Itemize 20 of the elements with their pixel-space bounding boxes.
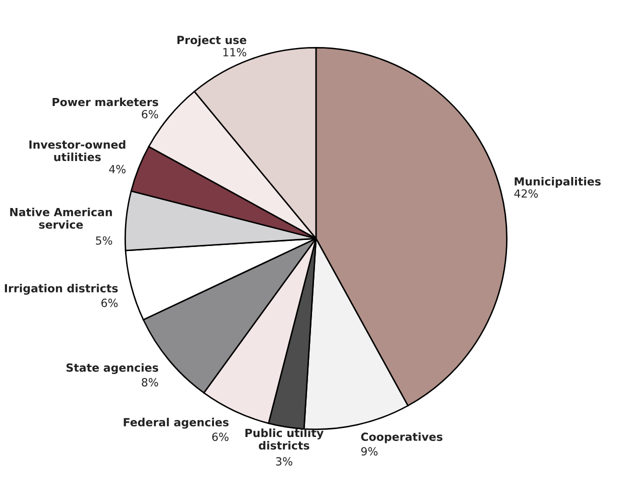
slice-label: Federal agencies	[124, 418, 229, 429]
slice-label: Irrigation districts	[4, 284, 118, 295]
data-label: 5%	[96, 236, 112, 245]
data-label: 9%	[361, 447, 378, 456]
data-label: 42%	[514, 189, 538, 198]
slice-label: Public utility districts	[245, 428, 324, 450]
data-label: 8%	[142, 378, 158, 386]
data-label: 6%	[101, 298, 118, 308]
data-label: 11%	[223, 48, 246, 56]
data-label: 3%	[276, 457, 292, 466]
data-label: 4%	[109, 164, 126, 174]
slice-label: Power marketers	[52, 98, 158, 106]
slice-label: Municipalities	[514, 176, 601, 188]
data-label: 6%	[142, 110, 158, 118]
data-label: 6%	[212, 432, 228, 442]
slice-label: Project use	[177, 36, 246, 46]
slice-label: Native American service	[10, 208, 112, 229]
slice-label: Cooperatives	[361, 432, 442, 444]
slice-label: Investor-owned utilities	[29, 140, 126, 162]
slice-label: State agencies	[66, 363, 158, 374]
